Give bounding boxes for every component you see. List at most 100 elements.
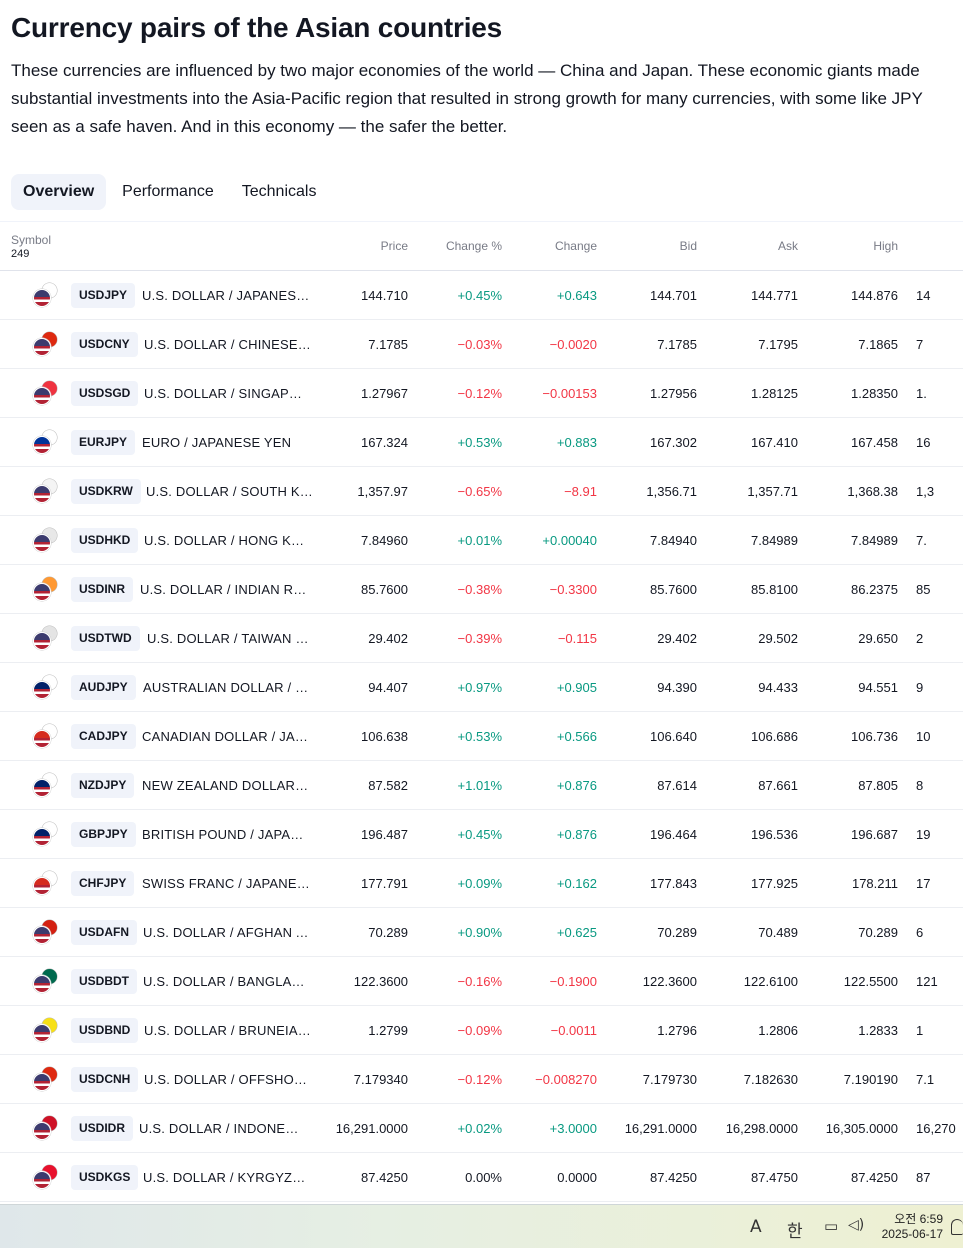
symbol-description[interactable]: U.S. DOLLAR / BRUNEIAN DOLLAR	[144, 1023, 312, 1038]
taskbar-clock[interactable]: 오전 6:59 2025-06-17	[882, 1212, 943, 1242]
symbol-description[interactable]: U.S. DOLLAR / KYRGYZSTANI SOM	[143, 1170, 311, 1185]
notification-icon[interactable]	[951, 1219, 963, 1235]
symbol-description[interactable]: U.S. DOLLAR / OFFSHORE CHINESE YUAN	[144, 1072, 312, 1087]
change-percent-cell: −0.12%	[457, 1072, 502, 1087]
symbol-ticker[interactable]: USDIDR	[71, 1116, 134, 1141]
symbol-description[interactable]: U.S. DOLLAR / JAPANESE YEN	[142, 288, 310, 303]
symbol-ticker[interactable]: USDINR	[71, 577, 134, 602]
tab-technicals[interactable]: Technicals	[241, 183, 317, 200]
symbol-description[interactable]: U.S. DOLLAR / INDIAN RUPEE	[140, 582, 308, 597]
table-row[interactable]: USDTWD U.S. DOLLAR / TAIWAN DOLLAR 29.402 −…	[0, 614, 963, 663]
column-header-price[interactable]: Price	[380, 239, 408, 253]
symbol-description[interactable]: EURO / JAPANESE YEN	[142, 435, 292, 450]
symbol-ticker[interactable]: USDBDT	[71, 969, 137, 994]
change-percent-cell: 0.00%	[465, 1170, 502, 1185]
symbol-description[interactable]: U.S. DOLLAR / INDONESIAN RUPIAH	[139, 1121, 307, 1136]
low-cell: 7.1	[916, 1072, 935, 1087]
table-row[interactable]: NZDJPY NEW ZEALAND DOLLAR / JAPANESE YEN 8…	[0, 761, 963, 810]
symbol-description[interactable]: U.S. DOLLAR / BANGLADESHI TAKA	[143, 974, 311, 989]
symbol-ticker[interactable]: CADJPY	[71, 724, 136, 749]
symbol-ticker[interactable]: AUDJPY	[71, 675, 136, 700]
symbol-description[interactable]: AUSTRALIAN DOLLAR / JAPANESE YEN	[143, 680, 311, 695]
symbol-ticker[interactable]: USDHKD	[71, 528, 139, 553]
table-row[interactable]: CADJPY CANADIAN DOLLAR / JAPANESE YEN 106.…	[0, 712, 963, 761]
table-row[interactable]: AUDJPY AUSTRALIAN DOLLAR / JAPANESE YEN 94…	[0, 663, 963, 712]
high-cell: 167.458	[851, 435, 898, 450]
high-cell: 7.190190	[843, 1072, 898, 1087]
symbol-ticker[interactable]: USDCNH	[71, 1067, 139, 1092]
column-header-ask[interactable]: Ask	[777, 239, 798, 253]
symbol-ticker[interactable]: GBPJPY	[71, 822, 136, 847]
tab-performance[interactable]: Performance	[122, 183, 214, 200]
volume-icon[interactable]: ◁)	[848, 1217, 865, 1233]
high-cell: 7.1865	[858, 337, 898, 352]
column-symbol-label: Symbol	[11, 233, 52, 247]
bid-cell: 29.402	[657, 631, 697, 646]
column-header-symbol[interactable]: Symbol 249	[11, 233, 51, 261]
symbol-description[interactable]: U.S. DOLLAR / TAIWAN DOLLAR	[147, 631, 315, 646]
symbol-ticker[interactable]: USDJPY	[71, 283, 136, 308]
column-header-change[interactable]: Change	[554, 239, 597, 253]
symbol-description[interactable]: U.S. DOLLAR / CHINESE YUAN	[144, 337, 312, 352]
symbol-ticker[interactable]: USDCNY	[71, 332, 138, 357]
symbol-ticker[interactable]: USDTWD	[71, 626, 140, 651]
high-cell: 178.211	[851, 876, 898, 891]
price-cell: 16,291.0000	[335, 1121, 408, 1136]
table-row[interactable]: USDKRW U.S. DOLLAR / SOUTH KOREAN WON 1,35…	[0, 467, 963, 516]
table-row[interactable]: USDIDR U.S. DOLLAR / INDONESIAN RUPIAH 16,…	[0, 1104, 963, 1153]
table-row[interactable]: USDAFN U.S. DOLLAR / AFGHAN AFGHANI 70.289…	[0, 908, 963, 957]
symbol-description[interactable]: U.S. DOLLAR / SINGAPORE DOLLAR	[144, 386, 312, 401]
price-cell: 1.27967	[361, 386, 408, 401]
symbol-ticker[interactable]: USDSGD	[71, 381, 139, 406]
currency-flag-icon	[33, 577, 57, 601]
table-row[interactable]: USDSGD U.S. DOLLAR / SINGAPORE DOLLAR 1.27…	[0, 369, 963, 418]
column-header-bid[interactable]: Bid	[679, 239, 697, 253]
symbol-description[interactable]: U.S. DOLLAR / HONG KONG DOLLAR	[144, 533, 312, 548]
high-cell: 94.551	[858, 680, 898, 695]
bid-cell: 106.640	[650, 729, 697, 744]
price-cell: 94.407	[368, 680, 408, 695]
symbol-description[interactable]: SWISS FRANC / JAPANESE YEN	[142, 876, 310, 891]
symbol-ticker[interactable]: USDBND	[71, 1018, 139, 1043]
symbol-description[interactable]: U.S. DOLLAR / SOUTH KOREAN WON	[146, 484, 314, 499]
clock-time: 오전 6:59	[894, 1212, 943, 1226]
column-header-high[interactable]: High	[873, 239, 898, 253]
table-row[interactable]: USDKGS U.S. DOLLAR / KYRGYZSTANI SOM 87.42…	[0, 1153, 963, 1202]
high-cell: 87.4250	[851, 1170, 898, 1185]
price-cell: 85.7600	[361, 582, 408, 597]
symbol-description[interactable]: U.S. DOLLAR / AFGHAN AFGHANI	[143, 925, 311, 940]
table-header: Symbol 249 Price Change % Change Bid Ask…	[0, 221, 963, 271]
ime-mode-indicator[interactable]: A	[750, 1217, 762, 1237]
table-row[interactable]: USDHKD U.S. DOLLAR / HONG KONG DOLLAR 7.84…	[0, 516, 963, 565]
table-row[interactable]: USDINR U.S. DOLLAR / INDIAN RUPEE 85.7600 −…	[0, 565, 963, 614]
symbol-ticker[interactable]: CHFJPY	[71, 871, 135, 896]
symbol-ticker[interactable]: USDKRW	[71, 479, 141, 504]
symbol-description[interactable]: CANADIAN DOLLAR / JAPANESE YEN	[142, 729, 310, 744]
symbol-ticker[interactable]: EURJPY	[71, 430, 136, 455]
symbol-description[interactable]: NEW ZEALAND DOLLAR / JAPANESE YEN	[142, 778, 310, 793]
low-cell: 9	[916, 680, 924, 695]
ask-cell: 1.2806	[758, 1023, 798, 1038]
high-cell: 106.736	[851, 729, 898, 744]
column-header-change-percent[interactable]: Change %	[445, 239, 502, 253]
currency-flag-icon	[33, 332, 57, 356]
table-row[interactable]: USDBND U.S. DOLLAR / BRUNEIAN DOLLAR 1.279…	[0, 1006, 963, 1055]
tab-overview[interactable]: Overview	[11, 174, 107, 210]
change-percent-cell: +0.45%	[457, 288, 502, 303]
table-row[interactable]: USDBDT U.S. DOLLAR / BANGLADESHI TAKA 122.…	[0, 957, 963, 1006]
ask-cell: 70.489	[758, 925, 798, 940]
table-row[interactable]: USDCNH U.S. DOLLAR / OFFSHORE CHINESE YUA…	[0, 1055, 963, 1104]
ime-hangul-indicator[interactable]: 한	[787, 1222, 803, 1242]
network-icon[interactable]: ▭	[824, 1217, 839, 1235]
table-row[interactable]: GBPJPY BRITISH POUND / JAPANESE YEN 196.48…	[0, 810, 963, 859]
table-row[interactable]: USDCNY U.S. DOLLAR / CHINESE YUAN 7.1785 −0…	[0, 320, 963, 369]
bid-cell: 7.179730	[642, 1072, 697, 1087]
price-cell: 167.324	[361, 435, 408, 450]
symbol-ticker[interactable]: NZDJPY	[71, 773, 135, 798]
symbol-ticker[interactable]: USDAFN	[71, 920, 137, 945]
symbol-description[interactable]: BRITISH POUND / JAPANESE YEN	[142, 827, 310, 842]
table-row[interactable]: EURJPY EURO / JAPANESE YEN 167.324 +0.53% +0…	[0, 418, 963, 467]
table-row[interactable]: CHFJPY SWISS FRANC / JAPANESE YEN 177.791 +…	[0, 859, 963, 908]
table-row[interactable]: USDJPY U.S. DOLLAR / JAPANESE YEN 144.710 +…	[0, 271, 963, 320]
symbol-ticker[interactable]: USDKGS	[71, 1165, 139, 1190]
